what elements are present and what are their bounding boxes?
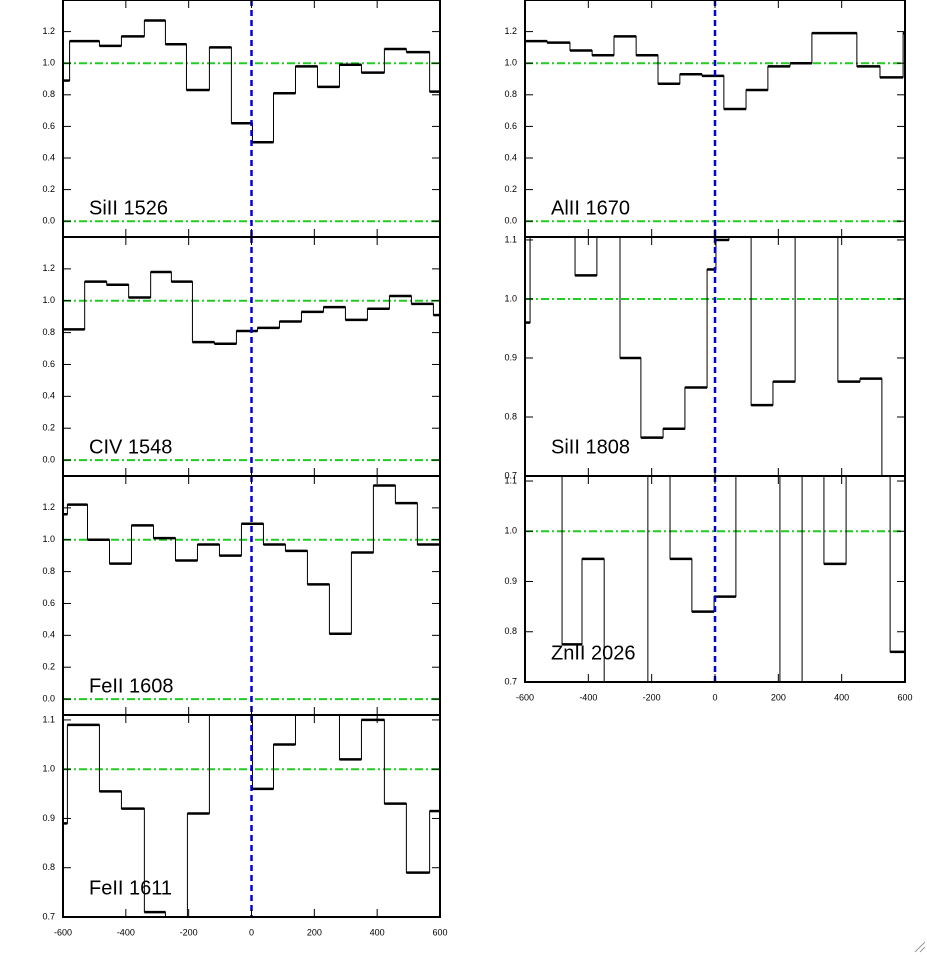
y-tick-label: 0.6 (504, 121, 517, 131)
y-tick-label: 0.8 (42, 862, 55, 872)
panel-label: FeII 1611 (89, 877, 172, 899)
step-outline (63, 485, 440, 635)
y-tick-label: 0.8 (504, 89, 517, 99)
plot-area (525, 476, 905, 682)
y-tick-label: 1.1 (504, 475, 517, 485)
panel: 0.0 0.2 0.4 0.6 0.8 1.0 1.2 FeII 1608 (42, 475, 441, 716)
y-tick-label: 1.0 (42, 764, 55, 774)
y-tick-label: 0.0 (42, 216, 55, 226)
y-tick-label: 0.9 (504, 352, 517, 362)
y-tick-label: 1.0 (42, 58, 55, 68)
x-tick-label: 0 (712, 692, 717, 702)
x-tick-label: -600 (516, 692, 534, 702)
y-tick-label: 1.0 (504, 293, 517, 303)
y-tick-label: 1.2 (42, 263, 55, 273)
x-tick-label: 200 (307, 927, 322, 937)
x-tick-label: -400 (579, 692, 597, 702)
y-tick-label: 1.1 (504, 234, 517, 244)
panel-label: FeII 1608 (89, 675, 174, 697)
y-tick-label: 0.8 (42, 566, 55, 576)
y-tick-label: 0.4 (42, 152, 55, 162)
plot-area (525, 237, 905, 476)
panel: 0.0 0.2 0.4 0.6 0.8 1.0 1.2 CIV 1548 (42, 236, 441, 477)
panel: 0.0 0.2 0.4 0.6 0.8 1.0 1.2 AlII 1670 (504, 0, 906, 238)
y-tick-label: 0.8 (504, 626, 517, 636)
resize-grip (914, 941, 926, 953)
y-tick-label: 1.0 (42, 295, 55, 305)
plot-area (63, 476, 440, 715)
x-tick-label: 600 (897, 692, 912, 702)
y-tick-label: 0.7 (42, 911, 55, 921)
y-tick-label: 1.0 (504, 58, 517, 68)
plot-area (63, 715, 440, 917)
y-tick-label: 0.7 (504, 470, 517, 480)
x-tick-label: -200 (643, 692, 661, 702)
y-tick-label: 0.2 (42, 423, 55, 433)
y-tick-label: 0.4 (42, 630, 55, 640)
plot-area (63, 237, 440, 476)
y-tick-label: 1.1 (42, 714, 55, 724)
panel-label: SiII 1526 (89, 197, 168, 219)
panel-label: ZnII 2026 (551, 642, 636, 664)
panel-label: AlII 1670 (551, 197, 630, 219)
y-tick-label: 0.6 (42, 598, 55, 608)
y-tick-label: 1.2 (42, 26, 55, 36)
plot-area (63, 0, 440, 237)
y-tick-label: 0.8 (42, 89, 55, 99)
panel-label: SiII 1808 (551, 436, 630, 458)
panel-label: CIV 1548 (89, 436, 172, 458)
panel: 0.0 0.2 0.4 0.6 0.8 1.0 1.2 SiII 1526 (42, 0, 441, 238)
x-tick-label: 200 (771, 692, 786, 702)
y-tick-label: 1.0 (42, 534, 55, 544)
y-tick-label: 0.0 (42, 454, 55, 464)
y-tick-label: 0.2 (42, 184, 55, 194)
x-tick-label: 400 (834, 692, 849, 702)
y-tick-label: 0.7 (504, 676, 517, 686)
x-tick-label: 400 (370, 927, 385, 937)
panel: 0.7 0.8 0.9 1.0 1.1 -600 -400 -200 0 200 400 600 ZnI… (504, 475, 913, 702)
step-outline (525, 32, 905, 110)
step-outline (63, 271, 440, 345)
x-tick-label: 0 (249, 927, 254, 937)
panel: 0.7 0.8 0.9 1.0 1.1 -600 -400 -200 0 200 400 600 FeI… (42, 714, 448, 937)
y-tick-label: 0.8 (42, 327, 55, 337)
y-tick-label: 0.4 (504, 152, 517, 162)
y-tick-label: 0.2 (42, 662, 55, 672)
y-tick-label: 0.9 (504, 576, 517, 586)
x-tick-label: -600 (54, 927, 72, 937)
x-tick-label: -400 (117, 927, 135, 937)
panel: 0.7 0.8 0.9 1.0 1.1 SiII 1808 (504, 234, 906, 480)
y-tick-label: 1.0 (504, 526, 517, 536)
y-tick-label: 0.9 (42, 813, 55, 823)
y-tick-label: 0.2 (504, 184, 517, 194)
plot-area (525, 0, 905, 237)
y-tick-label: 1.2 (504, 26, 517, 36)
y-tick-label: 0.0 (504, 216, 517, 226)
resize-grip (919, 946, 926, 953)
step-outline (63, 715, 440, 917)
y-tick-label: 0.6 (42, 121, 55, 131)
x-tick-label: -200 (180, 927, 198, 937)
y-tick-label: 0.6 (42, 359, 55, 369)
x-tick-label: 600 (432, 927, 447, 937)
y-tick-label: 0.8 (504, 411, 517, 421)
y-tick-label: 0.0 (42, 693, 55, 703)
y-tick-label: 0.4 (42, 391, 55, 401)
y-tick-label: 1.2 (42, 502, 55, 512)
